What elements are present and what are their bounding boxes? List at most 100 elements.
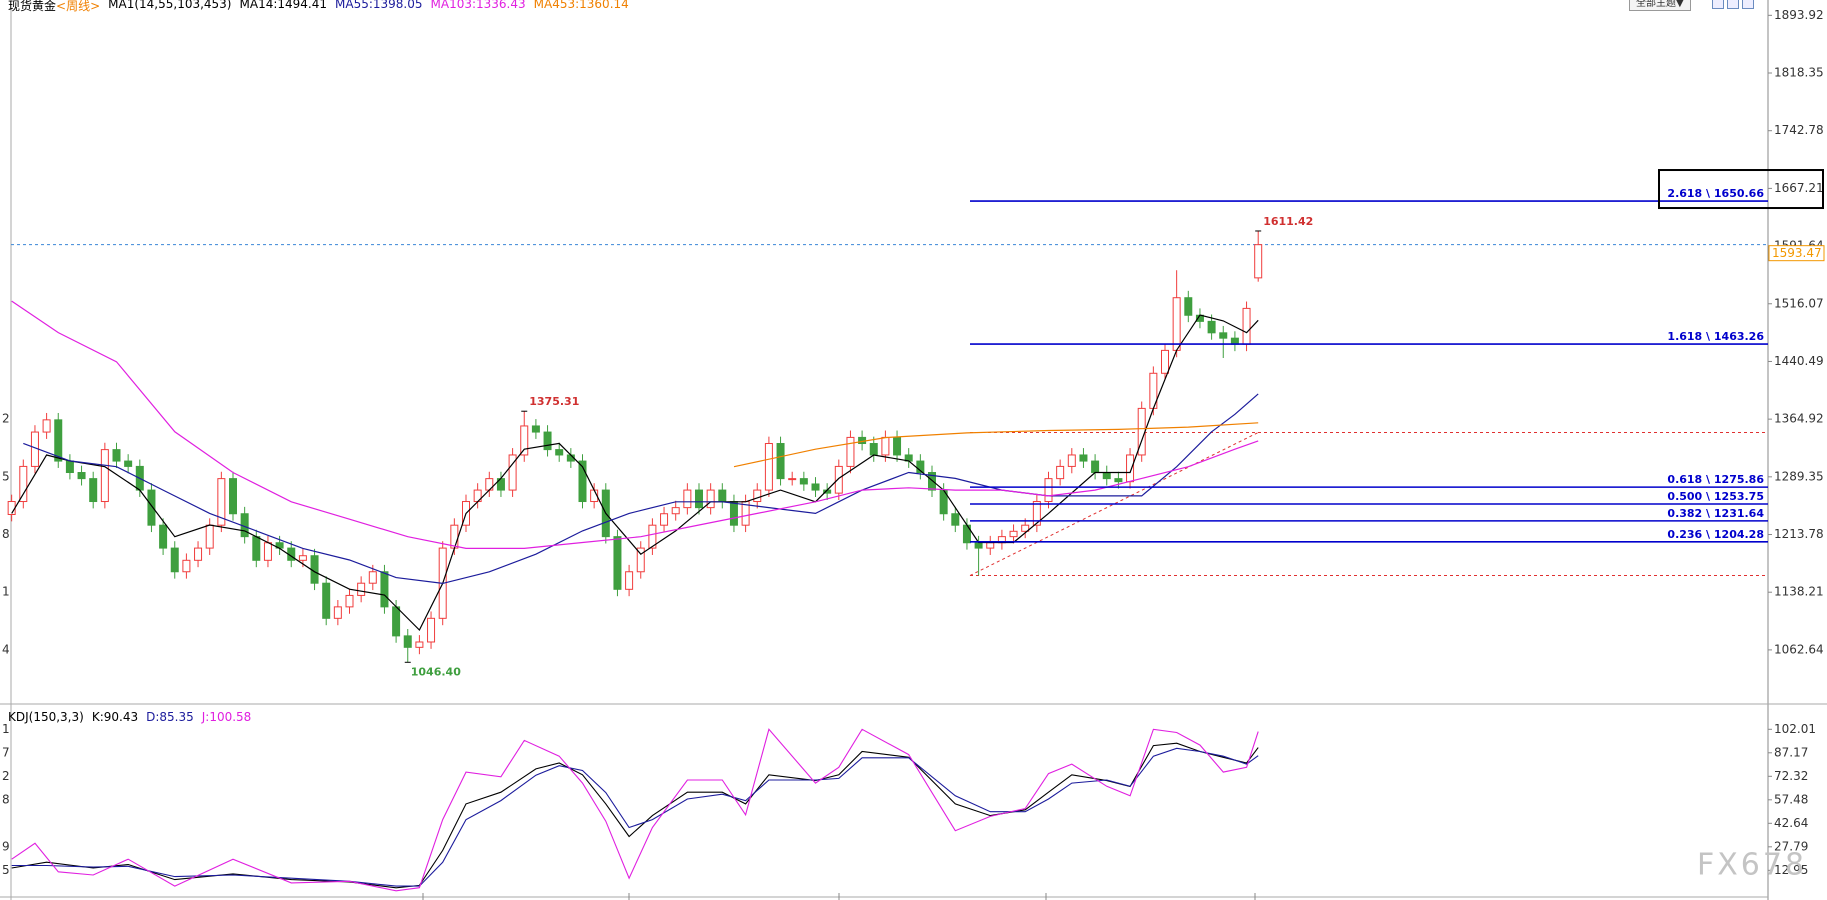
candle-body: [170, 547, 179, 573]
indicator: MA1(14,55,103,453): [108, 0, 232, 11]
candle-body: [345, 594, 354, 608]
y-tick-label: 1062.64: [1774, 642, 1824, 656]
candle-body: [671, 507, 680, 515]
y-tick-label: 57.48: [1774, 792, 1808, 806]
legend-entry: MA103:1336.43: [430, 0, 526, 11]
y-tick-label: 72.32: [1774, 769, 1808, 783]
candle-body: [1056, 465, 1065, 480]
left-axis-fragment: 4: [2, 642, 10, 656]
candle-body: [147, 489, 156, 526]
candle-body: [1114, 478, 1123, 483]
theme-button[interactable]: 全部主题▼: [1629, 0, 1691, 11]
candle-body: [403, 635, 412, 648]
y-tick-label: 1893.92: [1774, 8, 1824, 22]
y-tick-label: 42.64: [1774, 816, 1808, 830]
candle-body: [322, 582, 331, 619]
candle-body: [520, 425, 529, 456]
last-price-box: [1768, 245, 1825, 262]
left-axis-fragment: 2: [2, 412, 10, 426]
highlight-box: [1658, 169, 1824, 210]
candle-body: [1219, 332, 1228, 339]
candle-body: [881, 436, 890, 456]
toolbar-icon[interactable]: [1727, 0, 1739, 9]
candle-body: [660, 513, 669, 526]
candle-body: [368, 571, 377, 584]
fib-label: 0.618 \ 1275.86: [1667, 473, 1764, 486]
candle-body: [811, 483, 820, 491]
left-axis-fragment: 7: [2, 745, 10, 759]
candle-body: [1091, 460, 1100, 474]
candle-body: [1079, 454, 1088, 462]
candle-body: [625, 571, 634, 590]
candle-body: [1161, 349, 1169, 374]
candle-body: [893, 436, 902, 456]
candle-body: [869, 443, 878, 456]
toolbar-icon[interactable]: [1742, 0, 1754, 9]
watermark: FX678: [1697, 848, 1807, 883]
candle-body: [764, 443, 773, 491]
candle-body: [1044, 478, 1053, 503]
title-group: 现货黄金<周线>: [8, 0, 100, 14]
candle-body: [77, 472, 86, 480]
candle-body: [729, 501, 738, 526]
legend-entry: J:100.58: [201, 710, 252, 724]
left-axis-fragment: 9: [2, 839, 10, 853]
candle-body: [1067, 454, 1076, 467]
candle-body: [298, 555, 307, 561]
y-tick-label: 1138.21: [1774, 585, 1824, 599]
kdj-title: KDJ(150,3,3): [8, 710, 84, 724]
left-axis-fragment: 2: [2, 769, 10, 783]
candle-body: [1102, 472, 1111, 480]
left-axis-fragment: 5: [2, 863, 10, 877]
y-tick-label: 1213.78: [1774, 527, 1824, 541]
candle-body: [380, 571, 389, 608]
y-tick-label: 1364.92: [1774, 412, 1824, 426]
fib-label: 0.382 \ 1231.64: [1667, 507, 1764, 520]
candle-body: [508, 454, 517, 491]
y-tick-label: 1818.35: [1774, 66, 1824, 80]
candle-body: [415, 641, 424, 648]
fib-label: 1.618 \ 1463.26: [1667, 330, 1764, 343]
candle-body: [695, 489, 703, 509]
y-tick-label: 1742.78: [1774, 123, 1824, 137]
toolbar-icon[interactable]: [1712, 0, 1724, 9]
candle-body: [392, 606, 401, 637]
candle-body: [928, 472, 936, 491]
candle-body: [357, 582, 366, 596]
candle-body: [531, 425, 540, 433]
candle-body: [648, 524, 657, 549]
indicator-line: [11, 314, 1259, 632]
candle-body: [42, 419, 51, 433]
candle-body: [1021, 524, 1030, 532]
candle-body: [89, 478, 98, 503]
candle-body: [776, 443, 785, 480]
y-tick-label: 1440.49: [1774, 354, 1824, 368]
y-tick-label: 1667.21: [1774, 181, 1824, 195]
candle-body: [834, 465, 843, 494]
candle-body: [333, 606, 342, 619]
candle-body: [124, 460, 133, 467]
left-axis-fragment: 1: [2, 585, 10, 599]
legend-entry: MA453:1360.14: [533, 0, 629, 11]
left-axis-fragment: 8: [2, 527, 10, 541]
y-tick-label: 1516.07: [1774, 296, 1824, 310]
fib-label: 0.500 \ 1253.75: [1667, 490, 1764, 503]
candle-body: [427, 617, 436, 643]
candle-body: [1032, 501, 1041, 526]
period: <周线>: [56, 0, 101, 13]
candle-body: [1172, 297, 1181, 351]
y-tick-label: 1289.35: [1774, 469, 1824, 483]
candle-body: [578, 460, 587, 503]
candle-body: [229, 478, 237, 515]
candle-body: [450, 524, 459, 549]
fib-label: 0.236 \ 1204.28: [1667, 528, 1764, 541]
last-price-label: 1593.47: [1772, 246, 1822, 260]
title: 现货黄金: [8, 0, 57, 13]
candle-body: [555, 449, 564, 456]
candle-body: [19, 465, 28, 503]
left-axis-fragment: 8: [2, 792, 10, 806]
left-axis-fragment: 5: [2, 469, 10, 483]
candle-body: [846, 436, 855, 467]
candle-body: [100, 449, 109, 503]
